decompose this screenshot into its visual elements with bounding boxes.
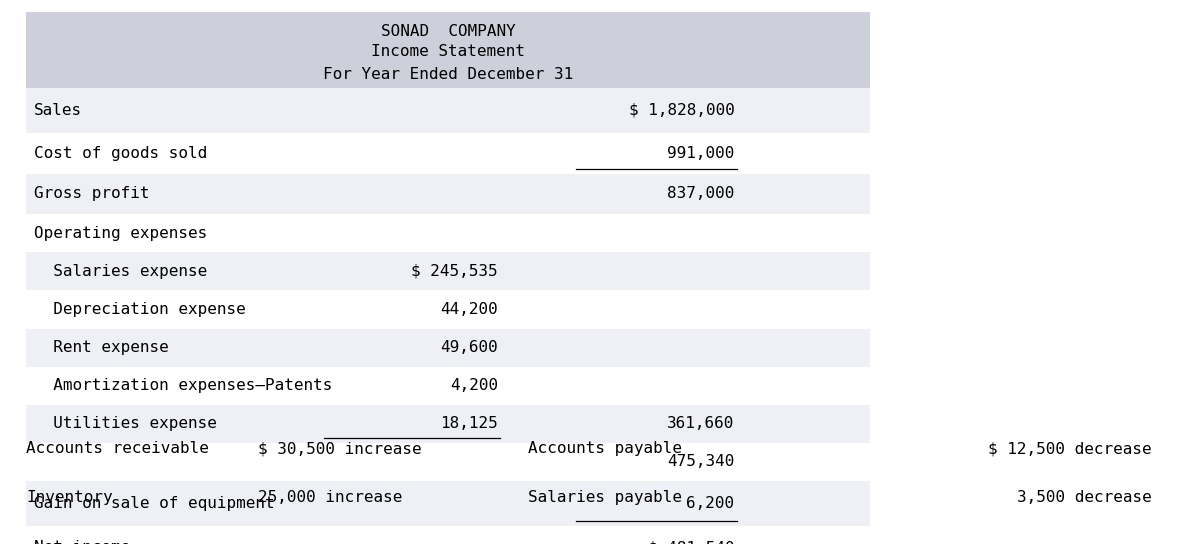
Bar bbox=[26, 367, 870, 405]
Bar bbox=[26, 133, 870, 174]
Text: SONAD  COMPANY: SONAD COMPANY bbox=[380, 24, 516, 39]
Bar bbox=[26, 443, 870, 481]
Text: 361,660: 361,660 bbox=[667, 416, 734, 431]
Text: Accounts receivable: Accounts receivable bbox=[26, 441, 209, 456]
Bar bbox=[26, 481, 870, 526]
Bar bbox=[26, 12, 870, 88]
Text: Net income: Net income bbox=[34, 540, 130, 544]
Text: Gain on sale of equipment: Gain on sale of equipment bbox=[34, 496, 275, 511]
Text: For Year Ended December 31: For Year Ended December 31 bbox=[323, 67, 574, 82]
Text: $ 1,828,000: $ 1,828,000 bbox=[629, 103, 734, 118]
Text: Operating expenses: Operating expenses bbox=[34, 226, 206, 241]
Bar bbox=[26, 526, 870, 544]
Text: $ 30,500 increase: $ 30,500 increase bbox=[258, 441, 421, 456]
Text: 49,600: 49,600 bbox=[440, 340, 498, 355]
Text: Rent expense: Rent expense bbox=[34, 340, 168, 355]
Bar bbox=[26, 214, 870, 252]
Text: 837,000: 837,000 bbox=[667, 187, 734, 201]
Text: 475,340: 475,340 bbox=[667, 454, 734, 469]
Text: 6,200: 6,200 bbox=[686, 496, 734, 511]
Text: $ 245,535: $ 245,535 bbox=[412, 264, 498, 279]
Text: Sales: Sales bbox=[34, 103, 82, 118]
Bar bbox=[26, 405, 870, 443]
Text: Amortization expenses–Patents: Amortization expenses–Patents bbox=[34, 378, 332, 393]
Text: Accounts payable: Accounts payable bbox=[528, 441, 682, 456]
Text: 25,000 increase: 25,000 increase bbox=[258, 490, 402, 505]
Text: Salaries payable: Salaries payable bbox=[528, 490, 682, 505]
Text: $ 481,540: $ 481,540 bbox=[648, 540, 734, 544]
Text: Inventory: Inventory bbox=[26, 490, 113, 505]
Text: Cost of goods sold: Cost of goods sold bbox=[34, 146, 206, 160]
Text: Income Statement: Income Statement bbox=[371, 44, 526, 59]
Bar bbox=[26, 174, 870, 214]
Text: 18,125: 18,125 bbox=[440, 416, 498, 431]
Text: 44,200: 44,200 bbox=[440, 302, 498, 317]
Text: Salaries expense: Salaries expense bbox=[34, 264, 206, 279]
Text: 3,500 decrease: 3,500 decrease bbox=[1018, 490, 1152, 505]
Bar bbox=[26, 88, 870, 133]
Bar bbox=[26, 252, 870, 290]
Text: Depreciation expense: Depreciation expense bbox=[34, 302, 245, 317]
Text: 991,000: 991,000 bbox=[667, 146, 734, 160]
Text: $ 12,500 decrease: $ 12,500 decrease bbox=[989, 441, 1152, 456]
Text: Gross profit: Gross profit bbox=[34, 187, 149, 201]
Bar bbox=[26, 290, 870, 329]
Text: 4,200: 4,200 bbox=[450, 378, 498, 393]
Text: Utilities expense: Utilities expense bbox=[34, 416, 216, 431]
Bar bbox=[26, 329, 870, 367]
